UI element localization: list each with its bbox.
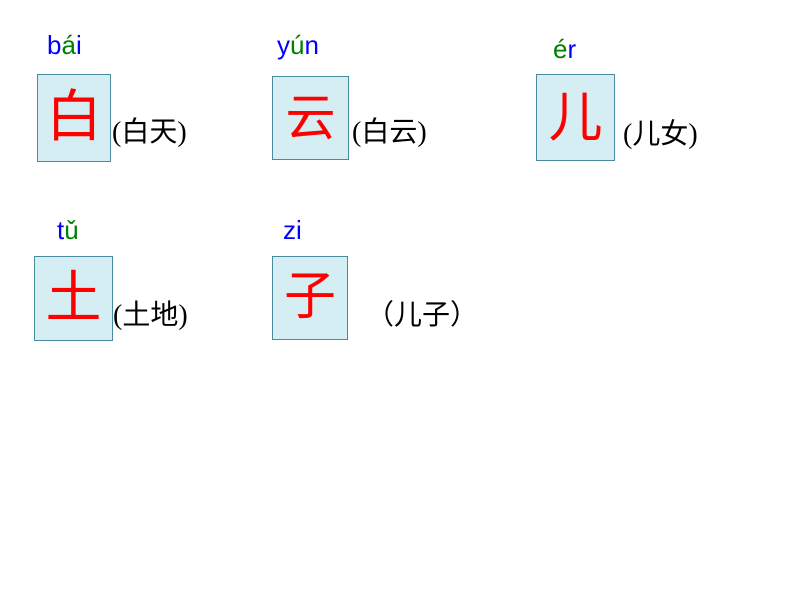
pinyin-bai: bái <box>47 30 82 61</box>
example-bai: (白天) <box>112 110 187 150</box>
pinyin-segment: n <box>304 30 318 60</box>
character-tu: 土 <box>46 271 102 327</box>
example-er: (儿女) <box>623 112 698 152</box>
pinyin-zi: zi <box>283 215 302 246</box>
pinyin-segment: y <box>277 30 290 60</box>
pinyin-segment: ǔ <box>64 215 78 245</box>
char-box-zi: 子 <box>272 256 348 340</box>
pinyin-segment: b <box>47 30 61 60</box>
char-box-er: 儿 <box>536 74 615 161</box>
example-tu: (土地) <box>113 293 188 333</box>
pinyin-segment: á <box>61 30 75 60</box>
pinyin-segment: ú <box>290 30 304 60</box>
pinyin-segment: i <box>76 30 82 60</box>
example-zi: （儿子） <box>366 293 478 333</box>
pinyin-er: ér <box>553 34 576 65</box>
character-zi: 子 <box>284 272 336 324</box>
character-yun: 云 <box>286 93 336 143</box>
character-bai: 白 <box>46 90 102 146</box>
pinyin-segment: é <box>553 34 567 64</box>
char-box-tu: 土 <box>34 256 113 341</box>
pinyin-tu: tǔ <box>57 215 79 246</box>
char-box-bai: 白 <box>37 74 111 162</box>
pinyin-segment: zi <box>283 215 302 245</box>
pinyin-yun: yún <box>277 30 319 61</box>
character-er: 儿 <box>549 91 603 145</box>
pinyin-segment: r <box>567 34 576 64</box>
example-yun: (白云) <box>352 110 427 150</box>
char-box-yun: 云 <box>272 76 349 160</box>
